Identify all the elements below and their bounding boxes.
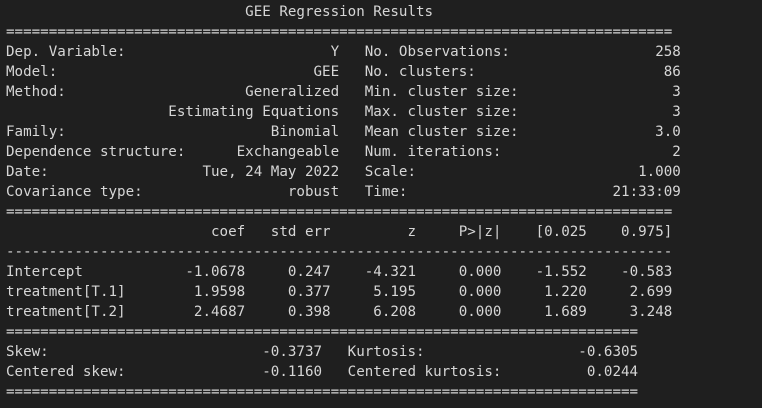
separator-diag: ========================================… <box>6 324 639 340</box>
coef-row-value: 2.699 <box>586 284 673 300</box>
coef-header-blank <box>6 224 160 240</box>
info-label: Num. iterations: <box>339 144 502 160</box>
info-label: Max. cluster size: <box>339 104 519 120</box>
info-label: Family: <box>6 124 66 140</box>
coef-header-row: coef std err z P>|z| [0.025 0.975] <box>6 222 762 242</box>
info-row: Dep. Variable: Y No. Observations: 258 <box>6 42 762 62</box>
coef-row-value: -1.0678 <box>159 264 246 280</box>
coef-row: treatment[T.2] 2.4687 0.398 6.208 0.000 … <box>6 302 762 322</box>
coef-row-value: 0.398 <box>245 304 331 320</box>
separator-top: ========================================… <box>6 24 673 40</box>
diagnostic-label: Centered skew: <box>6 364 126 380</box>
diagnostic-row: Centered skew: -0.1160 Centered kurtosis… <box>6 362 762 382</box>
diagnostic-value: 0.0244 <box>501 364 639 380</box>
info-label: Mean cluster size: <box>339 124 519 140</box>
info-row: Date: Tue, 24 May 2022 Scale: 1.000 <box>6 162 762 182</box>
info-value: Generalized <box>65 84 340 100</box>
info-label: Dep. Variable: <box>6 44 126 60</box>
info-label: Date: <box>6 164 49 180</box>
coef-header-cell: z <box>330 224 417 240</box>
coef-row-value: 2.4687 <box>159 304 246 320</box>
info-label: Method: <box>6 84 66 100</box>
info-label: No. Observations: <box>339 44 510 60</box>
coef-row-value: 6.208 <box>330 304 417 320</box>
diagnostic-value: -0.6305 <box>424 344 639 360</box>
info-row: Method: Generalized Min. cluster size: 3 <box>6 82 762 102</box>
separator-dash: ----------------------------------------… <box>6 244 673 260</box>
coef-row-value: 5.195 <box>330 284 417 300</box>
info-row: Model: GEE No. clusters: 86 <box>6 62 762 82</box>
info-value: 3 <box>518 84 681 100</box>
coef-header-cell: [0.025 <box>501 224 587 240</box>
info-value: robust <box>142 184 340 200</box>
coef-row-value: 0.247 <box>245 264 331 280</box>
info-value: Exchangeable <box>185 144 340 160</box>
info-label: Scale: <box>339 164 417 180</box>
coef-row: Intercept -1.0678 0.247 -4.321 0.000 -1.… <box>6 262 762 282</box>
info-value: 3 <box>518 104 681 120</box>
report-title: GEE Regression Results <box>6 2 762 22</box>
info-value: 86 <box>475 64 681 80</box>
coef-row: treatment[T.1] 1.9598 0.377 5.195 0.000 … <box>6 282 762 302</box>
diagnostic-label: Kurtosis: <box>322 344 425 360</box>
coef-row-value: 1.689 <box>501 304 587 320</box>
info-row: Family: Binomial Mean cluster size: 3.0 <box>6 122 762 142</box>
coef-row-value: 1.9598 <box>159 284 246 300</box>
info-label: No. clusters: <box>339 64 476 80</box>
info-label: Time: <box>339 184 408 200</box>
info-value: 258 <box>509 44 681 60</box>
coef-row-name: Intercept <box>6 264 160 280</box>
coef-header-cell: 0.975] <box>586 224 673 240</box>
diagnostic-value: -0.1160 <box>125 364 323 380</box>
coef-header-cell: P>|z| <box>416 224 502 240</box>
coef-header-cell: coef <box>159 224 246 240</box>
info-row: Dependence structure: Exchangeable Num. … <box>6 142 762 162</box>
coef-row-name: treatment[T.2] <box>6 304 160 320</box>
separator-mid: ========================================… <box>6 204 673 220</box>
info-value: 2 <box>501 144 681 160</box>
coef-row-value: 0.000 <box>416 284 502 300</box>
info-value: Estimating Equations <box>6 104 340 120</box>
info-label: Min. cluster size: <box>339 84 519 100</box>
info-label: Covariance type: <box>6 184 143 200</box>
diagnostic-row: Skew: -0.3737 Kurtosis: -0.6305 <box>6 342 762 362</box>
info-value: 21:33:09 <box>407 184 681 200</box>
info-label: Dependence structure: <box>6 144 186 160</box>
coef-row-value: -4.321 <box>330 264 417 280</box>
separator-bottom: ========================================… <box>6 384 639 400</box>
coef-row-value: -0.583 <box>586 264 673 280</box>
diagnostic-label: Skew: <box>6 344 49 360</box>
coef-row-value: 1.220 <box>501 284 587 300</box>
coef-row-value: 3.248 <box>586 304 673 320</box>
info-value: 3.0 <box>518 124 681 140</box>
coef-row-value: 0.377 <box>245 284 331 300</box>
info-row: Estimating Equations Max. cluster size: … <box>6 102 762 122</box>
info-value: Y <box>125 44 340 60</box>
coef-row-value: 0.000 <box>416 264 502 280</box>
info-value: Tue, 24 May 2022 <box>48 164 340 180</box>
info-value: Binomial <box>65 124 340 140</box>
diagnostic-value: -0.3737 <box>48 344 323 360</box>
diagnostic-label: Centered kurtosis: <box>322 364 502 380</box>
info-value: GEE <box>57 64 340 80</box>
report-title-text: GEE Regression Results <box>6 4 434 20</box>
info-label: Model: <box>6 64 58 80</box>
info-value: 1.000 <box>416 164 681 180</box>
coef-row-value: 0.000 <box>416 304 502 320</box>
coef-row-name: treatment[T.1] <box>6 284 160 300</box>
coef-row-value: -1.552 <box>501 264 587 280</box>
info-row: Covariance type: robust Time: 21:33:09 <box>6 182 762 202</box>
coef-header-cell: std err <box>245 224 331 240</box>
